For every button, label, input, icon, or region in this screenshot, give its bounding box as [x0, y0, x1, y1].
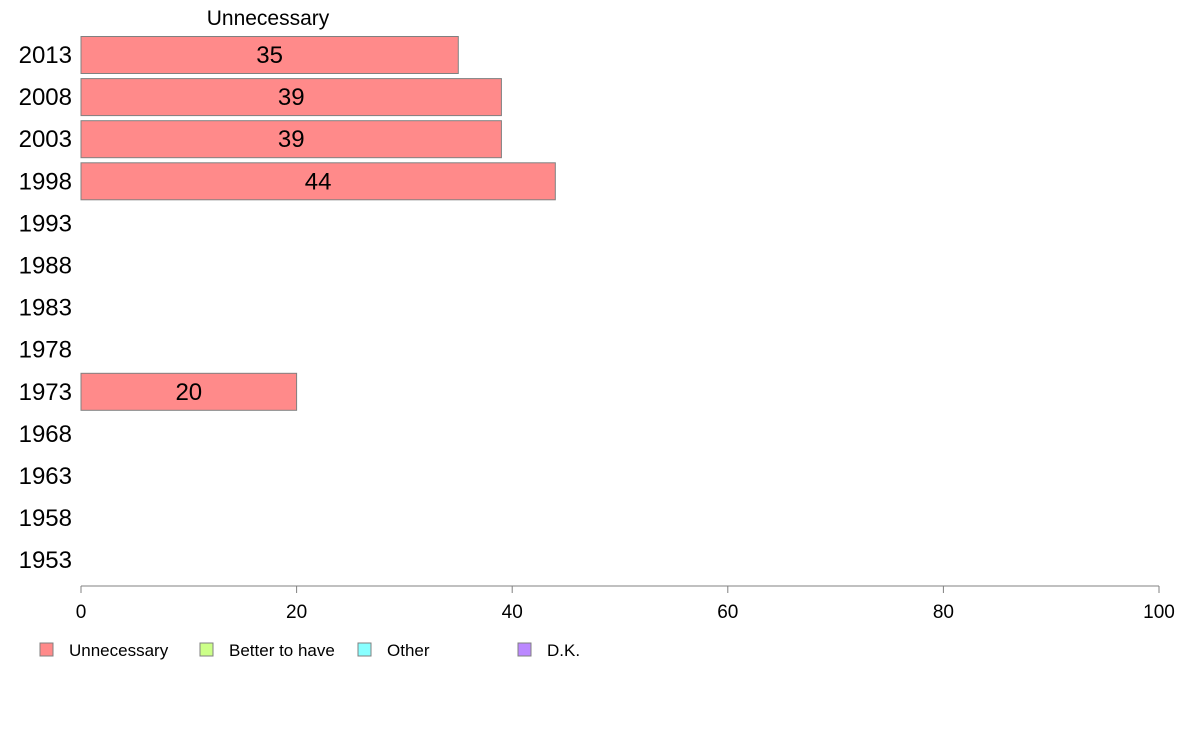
legend-swatch — [357, 642, 372, 657]
category-label: 1953 — [19, 547, 72, 574]
legend-label: Better to have — [229, 641, 335, 660]
category-label: 1988 — [19, 253, 72, 280]
legend-swatch — [517, 642, 532, 657]
x-axis: 0 20 40 60 80 100 — [76, 585, 1175, 623]
bar-2008 — [80, 78, 502, 117]
value-label: 44 — [305, 168, 332, 195]
category-label: 2008 — [19, 84, 72, 111]
chart-title: Unnecessary — [207, 7, 330, 30]
bar-1998 — [80, 162, 556, 201]
bar-1973 — [80, 372, 298, 411]
x-tick-label: 0 — [76, 602, 87, 623]
bar-2013 — [80, 36, 459, 74]
value-label: 20 — [175, 379, 202, 406]
category-label: 1983 — [19, 295, 72, 322]
legend-swatch — [39, 642, 54, 657]
x-tick-label: 20 — [286, 602, 307, 623]
value-label: 39 — [278, 126, 305, 153]
category-label: 1973 — [19, 379, 72, 406]
category-label: 2013 — [19, 42, 72, 69]
legend-label: D.K. — [547, 641, 580, 660]
x-tick-label: 80 — [933, 602, 954, 623]
legend: Unnecessary Better to have Other D.K. — [39, 641, 580, 660]
value-label: 39 — [278, 84, 305, 111]
x-tick-label: 60 — [717, 602, 738, 623]
value-label: 35 — [256, 42, 283, 69]
category-label: 2003 — [19, 126, 72, 153]
category-label: 1958 — [19, 505, 72, 532]
category-label: 1998 — [19, 168, 72, 195]
x-tick-label: 100 — [1143, 602, 1175, 623]
category-label: 1963 — [19, 463, 72, 490]
category-label: 1978 — [19, 337, 72, 364]
legend-swatch — [199, 642, 214, 657]
category-labels: 2013 2008 2003 1998 1993 1988 1983 1978 1973 1968… — [19, 42, 72, 574]
category-label: 1968 — [19, 421, 72, 448]
x-tick-label: 40 — [502, 602, 523, 623]
category-label: 1993 — [19, 210, 72, 237]
legend-label: Unnecessary — [69, 641, 169, 660]
legend-label: Other — [387, 641, 430, 660]
bar-2003 — [80, 120, 502, 159]
